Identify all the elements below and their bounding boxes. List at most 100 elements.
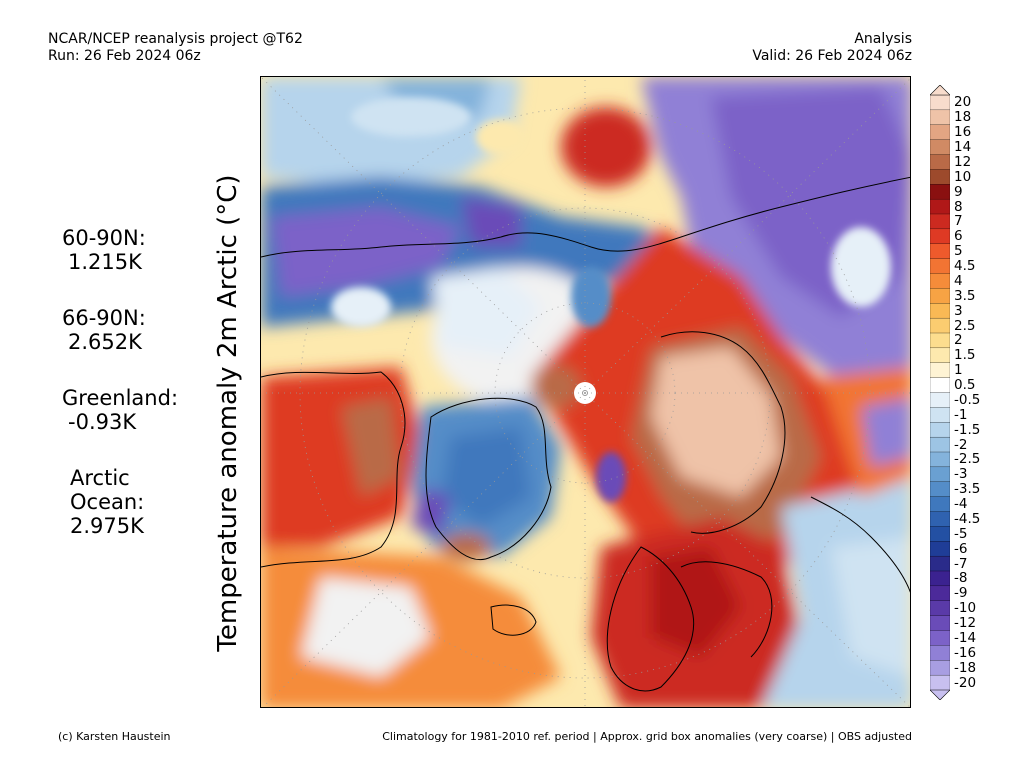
colorbar-tick-label: -3 (954, 466, 968, 483)
colorbar-tick-label: 16 (954, 124, 972, 141)
colorbar-cell (930, 630, 950, 646)
iceland-coast (490, 604, 537, 636)
colorbar-cell (930, 555, 950, 572)
graticule (261, 77, 910, 707)
colorbar-cell (930, 154, 950, 170)
colorbar-cell (930, 139, 950, 155)
colorbar-tick-label: -7 (954, 555, 968, 572)
russia-coast (680, 561, 773, 658)
colorbar-tick-label: 14 (954, 139, 972, 156)
greenland-coast (425, 397, 552, 561)
colorbar-tick-label: 2.5 (954, 317, 976, 334)
colorbar-tick-label: 9 (954, 183, 963, 200)
ural-coast (810, 496, 910, 593)
colorbar-cell (930, 288, 950, 304)
colorbar-tick-label: -5 (954, 525, 968, 542)
stat-60-90n: 60-90N: 1.215K (62, 226, 146, 274)
colorbar-tick-label: -9 (954, 585, 968, 602)
climatology-note: Climatology for 1981-2010 ref. period | … (382, 730, 912, 743)
colorbar-cell (930, 273, 950, 289)
colorbar-cell (930, 570, 950, 587)
colorbar-tick-label: 6 (954, 228, 963, 245)
anomaly-map (260, 76, 911, 708)
colorbar-cell (930, 511, 950, 527)
credit: (c) Karsten Haustein (58, 730, 171, 743)
stat-value: 2.652K (68, 330, 142, 354)
colorbar-tick-label: -2.5 (954, 451, 981, 468)
colorbar-cell (930, 362, 950, 379)
colorbar-tick-label: 3 (954, 302, 963, 319)
colorbar-tick-label: -3.5 (954, 481, 981, 498)
stat-66-90n: 66-90N: 2.652K (62, 306, 146, 354)
colorbar-cell (930, 228, 950, 245)
colorbar-tick-label: -20 (954, 674, 977, 691)
siberia-coast (660, 331, 786, 534)
east-siberia-coast (590, 176, 910, 252)
stat-label: 60-90N: (62, 226, 146, 250)
colorbar-tick-label: 8 (954, 198, 963, 215)
stat-label-line-1: Arctic (70, 466, 130, 490)
colorbar-cell (930, 243, 950, 260)
valid-time: Valid: 26 Feb 2024 06z (752, 48, 912, 64)
north-america-coast (261, 371, 406, 568)
stat-label: Greenland: (62, 386, 179, 410)
colorbar-cell (930, 377, 950, 393)
colorbar-tick-label: 3.5 (954, 287, 976, 304)
colorbar-tick-label: 20 (954, 94, 972, 111)
run-time: Run: 26 Feb 2024 06z (48, 48, 201, 64)
colorbar-cell (930, 541, 950, 557)
colorbar-top-arrow (930, 85, 950, 96)
colorbar-cell (930, 392, 950, 408)
stat-arctic-ocean: Arctic Ocean: 2.975K (70, 466, 144, 538)
colorbar-cell (930, 585, 950, 602)
colorbar-cell (930, 109, 950, 126)
colorbar-cell (930, 451, 950, 468)
colorbar-cell (930, 347, 950, 364)
colorbar-tick-label: 18 (954, 109, 972, 126)
coastlines (261, 176, 910, 692)
colorbar-tick-label: -16 (954, 644, 977, 661)
stat-value: -0.93K (68, 410, 137, 434)
colorbar-cell (930, 169, 950, 185)
colorbar-tick-label: -2 (954, 436, 968, 453)
colorbar-tick-label: -4.5 (954, 510, 981, 527)
colorbar-tick-label: 5 (954, 243, 963, 260)
colorbar-tick-label: -1 (954, 406, 968, 423)
colorbar-cell (930, 615, 950, 631)
colorbar-cell (930, 645, 950, 661)
colorbar-cell (930, 526, 950, 542)
colorbar-cell (930, 332, 950, 349)
colorbar-cell (930, 422, 950, 438)
colorbar-cell (930, 303, 950, 319)
colorbar-cell (930, 600, 950, 617)
colorbar-tick-label: 7 (954, 213, 963, 230)
analysis-label: Analysis (854, 31, 912, 47)
colorbar-tick-label: -10 (954, 600, 977, 617)
colorbar-cell (930, 94, 950, 111)
colorbar-cell (930, 213, 950, 230)
colorbar-cell (930, 317, 950, 334)
colorbar-tick-label: -1.5 (954, 421, 981, 438)
colorbar-tick-label: -8 (954, 570, 968, 587)
alaska-coast (261, 232, 592, 258)
colorbar-tick-label: -18 (954, 659, 977, 676)
fine-detail (331, 97, 891, 502)
colorbar-tick-label: 4.5 (954, 258, 976, 275)
colorbar-tick-label: -12 (954, 615, 977, 632)
colorbar-cell (930, 481, 950, 498)
stat-value: 1.215K (68, 250, 142, 274)
colorbar-cell (930, 466, 950, 483)
colorbar-cell (930, 407, 950, 423)
stat-label-line-2: Ocean: (70, 490, 145, 514)
axis-label: Temperature anomaly 2m Arctic (°C) (213, 174, 243, 652)
colorbar-tick-label: -4 (954, 496, 968, 513)
colorbar-tick-label: 10 (954, 168, 972, 185)
colorbar-tick-label: 4 (954, 272, 963, 289)
colorbar-cell (930, 436, 950, 453)
model-title: NCAR/NCEP reanalysis project @T62 (48, 31, 303, 47)
north-pole-dot (582, 390, 588, 396)
colorbar-tick-label: 1.5 (954, 347, 976, 364)
stat-label: 66-90N: (62, 306, 146, 330)
colorbar-bottom-arrow (930, 689, 950, 700)
colorbar-tick-label: -0.5 (954, 391, 981, 408)
